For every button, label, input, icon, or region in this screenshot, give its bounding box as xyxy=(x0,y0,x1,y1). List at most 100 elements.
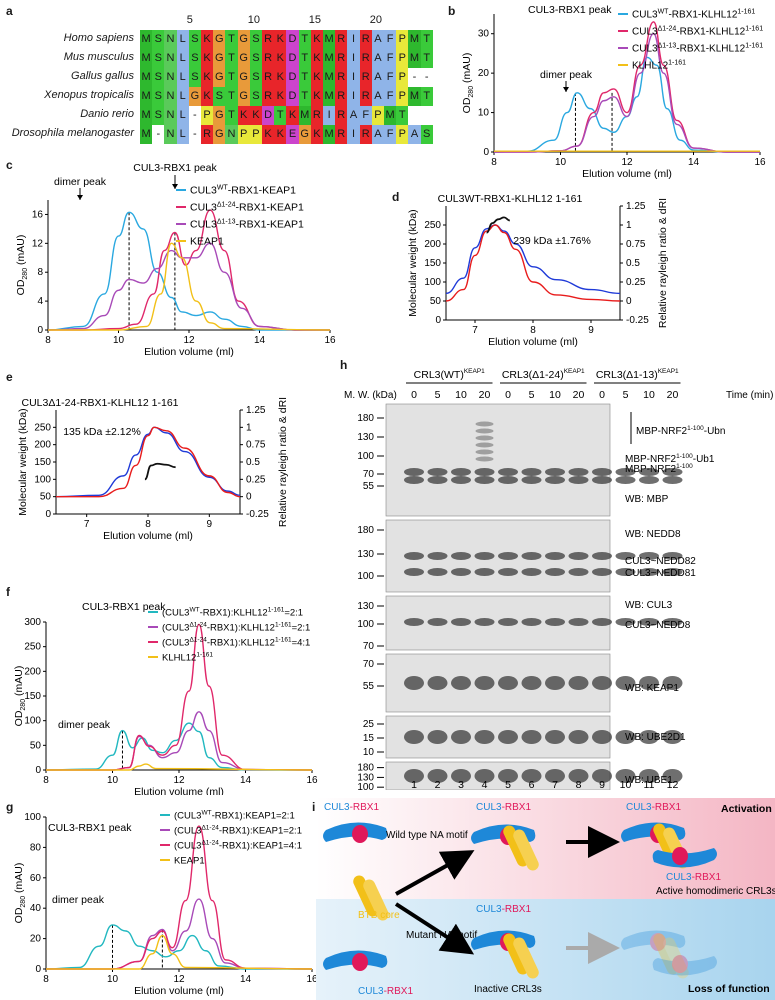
residue-cell: G xyxy=(237,87,250,106)
residue-cell: L xyxy=(176,49,189,68)
residue-cell: I xyxy=(347,87,360,106)
blot-band xyxy=(521,769,542,783)
residue-cell: A xyxy=(371,68,384,87)
sec-chart-f: 8 10 12 14 16 0 50 100 150 200 250 300 Elution volum… xyxy=(13,601,318,795)
x-tick-label: 10 xyxy=(555,157,567,168)
residue-cell: M xyxy=(140,49,153,68)
x-tick-label: 16 xyxy=(306,775,318,786)
residue-cell: D xyxy=(286,30,299,49)
residue-cell: M xyxy=(408,87,421,106)
residue-cell: M xyxy=(323,68,336,87)
mutant-label: Mutant NA motif xyxy=(406,930,477,941)
blot-band xyxy=(568,552,589,560)
series-line xyxy=(45,623,313,771)
btb-label: BTB core xyxy=(358,910,400,921)
peak-annotation: dimer peak xyxy=(540,69,593,81)
cul3-shape xyxy=(621,930,686,950)
y-tick-label: 200 xyxy=(24,666,41,677)
y2-tick-label: 1 xyxy=(626,220,632,231)
y-tick-label: 0 xyxy=(37,325,43,336)
y-tick-label: 30 xyxy=(478,29,490,40)
legend-label: CUL3Δ1-24-RBX1-KLHL121-161 xyxy=(632,26,763,38)
x-tick-label: 12 xyxy=(621,157,633,168)
btb-subunit xyxy=(513,937,539,979)
residue-cell: S xyxy=(420,125,433,144)
blot-band xyxy=(451,476,471,484)
series-line xyxy=(45,763,313,771)
residue-cell: R xyxy=(262,49,275,68)
mw-marker-label: 180 xyxy=(357,413,374,424)
x-axis-label: Elution volume (ml) xyxy=(134,786,224,795)
mw-marker-label: 100 xyxy=(357,451,374,462)
residue-cell: T xyxy=(225,87,238,106)
rbx1-shape xyxy=(672,955,688,973)
y2-tick-label: 0.5 xyxy=(626,258,640,269)
blot-band xyxy=(615,568,636,576)
blot-band xyxy=(545,730,565,744)
blot-band xyxy=(498,676,518,690)
blot-band xyxy=(639,568,659,576)
peak-annotation: CUL3-RBX1 peak xyxy=(82,601,166,613)
residue-cell: K xyxy=(201,49,214,68)
panel-label-e: e xyxy=(6,370,13,384)
residue-cell: M xyxy=(140,106,153,125)
y-tick-label: 200 xyxy=(424,239,441,250)
residue-cell: K xyxy=(201,30,214,49)
x-tick-label: 8 xyxy=(530,325,536,336)
residue-cell: M xyxy=(298,106,311,125)
panel-label-i: i xyxy=(312,800,316,814)
complex-label: CUL3-RBX1 xyxy=(476,904,531,915)
lane-number: 12 xyxy=(667,779,679,790)
band-label: CUL3~NEDD81 xyxy=(625,568,696,579)
residue-cell: T xyxy=(274,106,287,125)
residue-cell: K xyxy=(274,68,287,87)
y-tick-label: 250 xyxy=(24,642,41,653)
y2-axis-label: Relative rayleigh ratio & dRI xyxy=(657,198,669,328)
blot-band xyxy=(615,730,636,744)
y-tick-label: 0 xyxy=(35,765,41,776)
residue-cell: T xyxy=(298,87,311,106)
residue-cell: R xyxy=(335,68,348,87)
mw-annotation: 135 kDa ±2.12% xyxy=(63,426,141,438)
species-name: Gallus gallus xyxy=(71,70,134,82)
blot-band xyxy=(498,618,518,626)
legend-label: (CUL3Δ1-24-RBX1):KLHL121-161=4:1 xyxy=(162,637,310,649)
time-label: 20 xyxy=(573,389,585,401)
blot-band xyxy=(451,730,471,744)
blot-band xyxy=(475,449,494,455)
residue-cell: T xyxy=(396,106,409,125)
blot-band xyxy=(592,568,612,576)
blot-band xyxy=(615,468,636,476)
residue-cell: G xyxy=(237,30,250,49)
species-name: Drosophila melanogaster xyxy=(11,127,134,139)
y-axis-label: OD280 (mAU) xyxy=(15,235,29,296)
blot-band xyxy=(545,552,565,560)
residue-cell: - xyxy=(188,106,201,125)
lane-number: 6 xyxy=(529,779,535,790)
blot-band xyxy=(451,568,471,576)
btb-subunit xyxy=(363,879,389,921)
residue-cell: F xyxy=(384,30,397,49)
x-tick-label: 14 xyxy=(688,157,700,168)
residue-cell: N xyxy=(225,125,238,144)
residue-cell: T xyxy=(225,30,238,49)
legend-label: (CUL3Δ1-24-RBX1):KEAP1=4:1 xyxy=(174,840,302,852)
peak-annotation: CUL3-RBX1 peak xyxy=(528,4,612,16)
y2-tick-label: 0.75 xyxy=(246,440,266,451)
residue-cell: K xyxy=(201,68,214,87)
residue-cell: R xyxy=(310,106,323,125)
residue-cell: R xyxy=(359,49,372,68)
residue-cell: S xyxy=(249,30,262,49)
residue-cell: R xyxy=(262,30,275,49)
blot-band xyxy=(662,568,683,576)
residue-cell: S xyxy=(249,87,262,106)
y2-tick-label: 0.75 xyxy=(626,239,646,250)
blot-band xyxy=(521,676,542,690)
residue-cell: K xyxy=(274,30,287,49)
blot-band xyxy=(451,676,471,690)
blot-band xyxy=(474,468,495,476)
lane-number: 3 xyxy=(458,779,464,790)
y-tick-label: 150 xyxy=(424,258,441,269)
mw-marker-label: 130 xyxy=(357,432,374,443)
residue-cell: I xyxy=(323,106,336,125)
